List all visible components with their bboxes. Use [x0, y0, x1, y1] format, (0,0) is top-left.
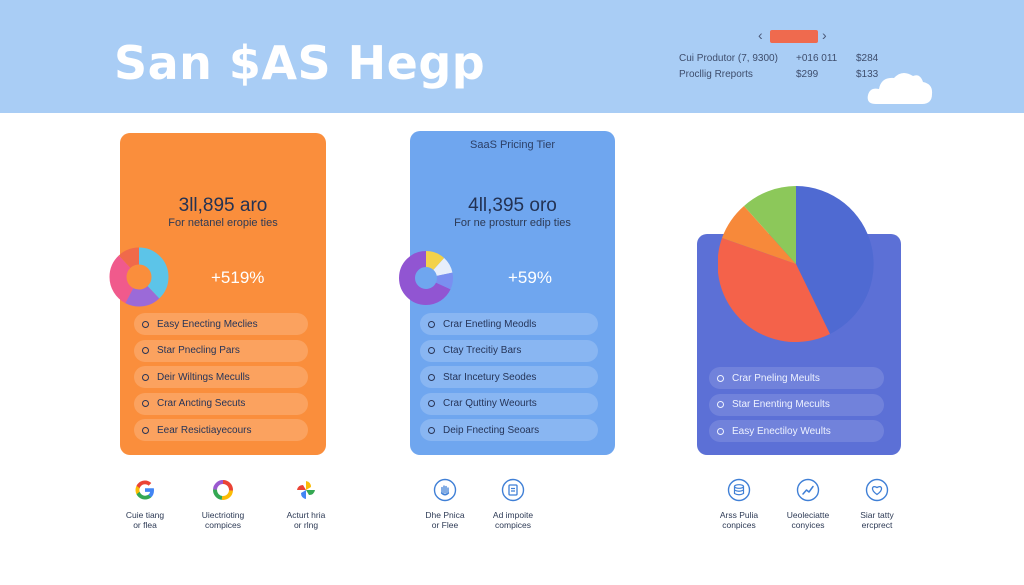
bullet-circle-icon — [717, 427, 724, 435]
hand-icon — [433, 478, 457, 502]
card-title: SaaS Pricing Tier — [470, 139, 555, 151]
header-banner: San $AS Hegp ‹ › Cui Produtor (7, 9300) … — [0, 0, 1024, 113]
integration-label-line1: Ad impoite — [492, 510, 534, 520]
list-item[interactable]: Crar Quttiny Weourts — [420, 392, 598, 415]
integration-item[interactable]: Cuie tiang or flea — [95, 478, 195, 530]
integration-label-line2: compices — [205, 520, 241, 530]
integration-label-line1: Dhe Pnica — [425, 510, 465, 520]
bullet-circle-icon — [142, 426, 149, 434]
feature-list: Easy Enecting Meclies Star Pnecling Pars… — [134, 313, 308, 446]
integration-label-line1: Ueoleciatte — [786, 510, 830, 520]
list-item[interactable]: Deip Fnecting Seoars — [420, 419, 598, 441]
header-line1-label: Cui Produtor (7, 9300) — [679, 53, 778, 64]
donut-chart-icon — [109, 247, 169, 307]
list-item[interactable]: Crar Pneling Meults — [709, 367, 884, 389]
ring-logo-icon — [213, 480, 233, 500]
integration-item[interactable]: Arss Pulia conpices — [689, 478, 789, 530]
integration-item[interactable]: Dhe Pnica or Flee — [395, 478, 495, 530]
integration-item[interactable]: Siar tatty ercprect — [827, 478, 927, 530]
integration-label-line2: or flea — [133, 520, 157, 530]
chevron-left-icon[interactable]: ‹ — [758, 27, 763, 43]
integration-label-line1: Acturt hria — [286, 510, 326, 520]
chart-icon — [796, 478, 820, 502]
bullet-circle-icon — [142, 373, 149, 381]
feature-list: Crar Pneling Meults Star Enenting Mecult… — [709, 367, 884, 447]
integration-item[interactable]: Ueoleciatte conyices — [758, 478, 858, 530]
integration-item[interactable]: Ad impoite compices — [463, 478, 563, 530]
bullet-circle-icon — [428, 320, 435, 328]
pie-chart-graphic — [718, 186, 874, 342]
list-item[interactable]: Crar Enetling Meodls — [420, 313, 598, 335]
bullet-circle-icon — [428, 400, 435, 407]
cloud-icon — [867, 72, 933, 104]
list-item[interactable]: Ctay Trecitiy Bars — [420, 339, 598, 362]
header-line2-label: Procllig Rreports — [679, 69, 753, 80]
integration-item[interactable]: Uiectrioting compices — [173, 478, 273, 530]
card-price: 3ll,895 aro — [178, 195, 268, 216]
brand-title: San $AS Hegp — [114, 36, 486, 90]
bullet-circle-icon — [142, 320, 149, 328]
card-subtitle: For ne prosturr edip ties — [454, 217, 571, 229]
chevron-right-icon[interactable]: › — [822, 27, 827, 43]
card-growth-stat: +59% — [508, 268, 552, 287]
integration-label-line1: Arss Pulia — [719, 510, 759, 520]
list-item[interactable]: Star Incetury Seodes — [420, 366, 598, 388]
card-growth-stat: +519% — [211, 268, 265, 287]
clipboard-icon — [501, 478, 525, 502]
list-item[interactable]: Easy Enectiloy Weults — [709, 420, 884, 442]
database-icon — [727, 478, 751, 502]
integration-label-line1: Siar tatty — [860, 510, 894, 520]
header-line1-value-b: $284 — [856, 53, 879, 64]
bullet-circle-icon — [717, 374, 724, 382]
feature-list: Crar Enetling Meodls Ctay Trecitiy Bars … — [420, 313, 598, 446]
google-logo-icon — [135, 480, 154, 500]
integration-label-line1: Cuie tiang — [125, 510, 165, 520]
pinwheel-logo-icon — [297, 481, 315, 499]
heart-shield-icon — [865, 478, 889, 502]
integration-label-line1: Uiectrioting — [201, 510, 245, 520]
header-line2-value-a: $299 — [796, 69, 819, 80]
header-indicator-bar — [770, 30, 818, 43]
bullet-circle-icon — [142, 347, 149, 354]
list-item[interactable]: Eear Resictiayecours — [134, 419, 308, 441]
integration-label-line2: conyices — [791, 520, 825, 530]
card-price: 4ll,395 oro — [468, 195, 557, 216]
header-line2-value-b: $133 — [856, 69, 879, 80]
integration-label-line2: ercprect — [861, 520, 893, 530]
bullet-circle-icon — [717, 401, 724, 408]
list-item[interactable]: Star Enenting Mecults — [709, 393, 884, 416]
list-item[interactable]: Crar Ancting Secuts — [134, 392, 308, 415]
bullet-circle-icon — [428, 347, 435, 354]
integration-label-line2: or rlng — [293, 520, 319, 530]
integration-item[interactable]: Acturt hria or rlng — [256, 478, 356, 530]
integration-label-line2: or Flee — [431, 520, 459, 530]
list-item[interactable]: Deir Wiltings Meculls — [134, 366, 308, 388]
header-line1-value-a: +016 011 — [796, 53, 838, 64]
bullet-circle-icon — [142, 400, 149, 407]
donut-chart-icon — [399, 251, 453, 305]
bullet-circle-icon — [428, 373, 435, 381]
list-item[interactable]: Star Pnecling Pars — [134, 339, 308, 362]
bullet-circle-icon — [428, 426, 435, 434]
list-item[interactable]: Easy Enecting Meclies — [134, 313, 308, 335]
integration-label-line2: conpices — [722, 520, 756, 530]
integration-label-line2: compices — [495, 520, 531, 530]
card-subtitle: For netanel eropie ties — [168, 217, 278, 229]
